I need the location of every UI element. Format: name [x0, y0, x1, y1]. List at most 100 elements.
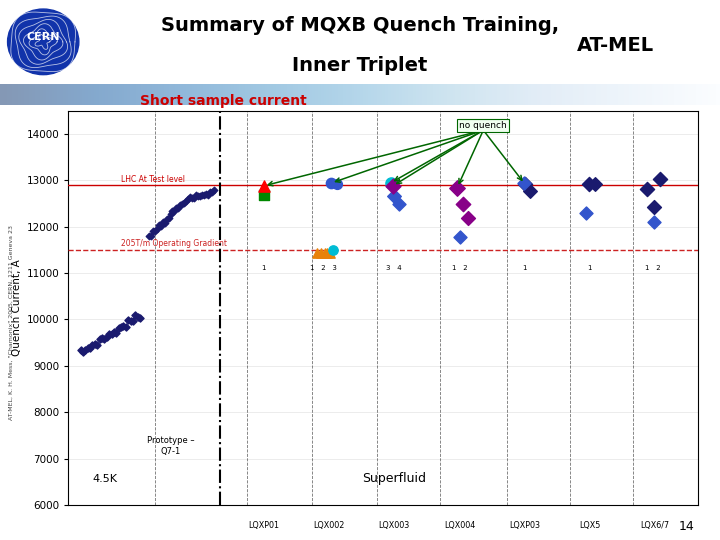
Point: [389, 192, 400, 201]
Point: [111, 328, 122, 337]
Point: [161, 215, 172, 224]
Point: [387, 182, 399, 191]
Text: AT-MEL: AT-MEL: [577, 36, 654, 55]
Point: [84, 344, 96, 353]
Point: [165, 210, 176, 218]
Point: [86, 341, 98, 350]
Point: [127, 316, 139, 325]
Point: [99, 335, 110, 343]
Point: [82, 343, 94, 352]
Point: [101, 333, 112, 341]
Point: [394, 200, 405, 208]
Point: [117, 321, 129, 330]
Point: [175, 200, 186, 209]
Point: [143, 232, 155, 241]
Point: [157, 218, 168, 226]
Text: Short sample current: Short sample current: [140, 94, 307, 108]
Point: [125, 317, 136, 326]
Point: [206, 188, 217, 197]
Point: [155, 222, 166, 231]
Point: [113, 324, 125, 333]
Point: [202, 190, 214, 199]
Text: AT-MEL, K. H. Mess, "Chamonix" 2005, CERN, 1211 Geneva 23: AT-MEL, K. H. Mess, "Chamonix" 2005, CER…: [9, 225, 13, 420]
Point: [151, 225, 163, 233]
Text: 4.5K: 4.5K: [93, 474, 118, 484]
Point: [325, 179, 337, 187]
Point: [96, 334, 108, 343]
Point: [457, 200, 469, 208]
Text: 1: 1: [261, 265, 266, 272]
Point: [189, 194, 200, 202]
Point: [200, 190, 212, 199]
Point: [324, 248, 336, 257]
Point: [192, 192, 204, 201]
Point: [77, 348, 89, 356]
Point: [104, 330, 115, 339]
Point: [580, 209, 592, 218]
Point: [648, 217, 660, 226]
Point: [524, 187, 536, 195]
Point: [327, 246, 338, 255]
Text: 1   2: 1 2: [451, 265, 467, 272]
Text: LQX004: LQX004: [444, 521, 475, 530]
Point: [181, 197, 192, 206]
Point: [171, 204, 182, 213]
Text: 1: 1: [522, 265, 527, 272]
Point: [167, 207, 179, 216]
Point: [132, 313, 143, 321]
Point: [462, 213, 474, 222]
Point: [204, 188, 216, 197]
Text: LQXP03: LQXP03: [509, 521, 540, 530]
Text: LQX003: LQX003: [379, 521, 410, 530]
Point: [589, 179, 600, 188]
Text: Inner Triplet: Inner Triplet: [292, 56, 428, 75]
Text: Prototype –
Q7-1: Prototype – Q7-1: [147, 436, 194, 456]
Point: [583, 180, 595, 189]
Point: [115, 323, 127, 332]
Point: [258, 191, 270, 199]
Point: [108, 328, 120, 337]
Point: [385, 179, 397, 187]
Point: [451, 184, 463, 192]
Point: [120, 323, 132, 332]
Point: [258, 182, 270, 191]
Text: LQXP01: LQXP01: [248, 521, 279, 530]
Point: [198, 191, 210, 199]
Point: [642, 184, 653, 193]
Point: [122, 316, 134, 325]
Text: Superfluid: Superfluid: [362, 472, 426, 485]
Text: 205T/m Operating Gradient: 205T/m Operating Gradient: [120, 239, 227, 248]
Point: [106, 329, 117, 338]
Point: [454, 233, 466, 241]
Point: [182, 195, 194, 204]
Point: [159, 218, 171, 227]
Point: [168, 207, 180, 216]
Point: [319, 248, 330, 257]
Text: Summary of MQXB Quench Training,: Summary of MQXB Quench Training,: [161, 16, 559, 35]
Text: LQX5: LQX5: [579, 521, 600, 530]
Point: [315, 248, 327, 257]
Point: [163, 214, 174, 222]
Point: [311, 248, 323, 257]
Point: [147, 227, 158, 235]
Point: [648, 203, 660, 212]
Point: [194, 192, 206, 200]
Point: [179, 199, 190, 207]
Point: [322, 248, 333, 257]
Point: [331, 179, 343, 188]
Text: no quench: no quench: [459, 121, 507, 130]
Point: [519, 180, 531, 188]
Point: [80, 346, 91, 354]
Point: [186, 194, 198, 202]
Text: LHC At Test level: LHC At Test level: [120, 174, 184, 184]
Point: [145, 232, 156, 240]
Point: [75, 346, 86, 354]
Point: [94, 335, 105, 343]
Point: [173, 203, 184, 212]
Point: [153, 221, 164, 230]
Text: CERN: CERN: [27, 32, 60, 43]
Text: 1: 1: [588, 265, 592, 272]
Point: [130, 311, 141, 320]
Point: [208, 186, 220, 194]
Point: [197, 191, 208, 199]
